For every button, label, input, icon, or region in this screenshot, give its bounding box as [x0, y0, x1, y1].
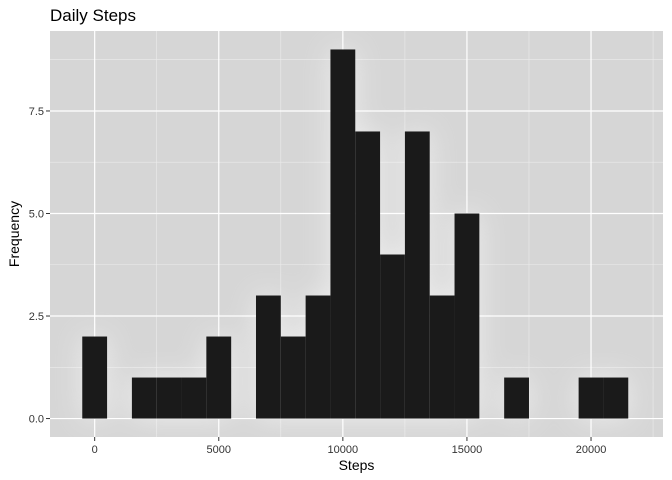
histogram-bar — [504, 377, 529, 419]
x-tick-label: 10000 — [328, 444, 359, 456]
histogram-bar — [603, 377, 629, 419]
x-axis-title: Steps — [339, 457, 375, 473]
histogram-bar — [156, 377, 182, 419]
histogram-bar — [255, 295, 281, 419]
histogram-bar — [305, 295, 331, 419]
x-tick-label: 0 — [92, 444, 98, 456]
histogram-bar — [280, 336, 306, 419]
histogram-bar — [181, 377, 207, 419]
x-axis: 0 5000 10000 15000 20000 — [92, 437, 607, 456]
y-axis-title: Frequency — [6, 201, 22, 267]
histogram-bar — [380, 254, 405, 419]
y-axis: 0.0 2.5 5.0 7.5 — [29, 106, 50, 426]
histogram-bar — [330, 49, 356, 419]
histogram-bar — [454, 213, 480, 419]
histogram-bar — [355, 131, 381, 419]
x-tick-label: 20000 — [576, 444, 607, 456]
histogram-bar — [404, 131, 430, 419]
histogram-bar — [206, 336, 232, 419]
y-tick-label: 0.0 — [29, 414, 44, 426]
y-tick-label: 2.5 — [29, 311, 44, 323]
histogram-bar — [429, 295, 455, 419]
y-tick-label: 7.5 — [29, 106, 44, 118]
x-tick-label: 15000 — [452, 444, 483, 456]
histogram-bar — [131, 377, 157, 419]
histogram-bar — [82, 336, 108, 419]
x-tick-label: 5000 — [207, 444, 231, 456]
histogram-bars — [82, 49, 629, 419]
histogram-bar — [578, 377, 604, 419]
chart-title: Daily Steps — [50, 6, 136, 25]
y-tick-label: 5.0 — [29, 208, 44, 220]
